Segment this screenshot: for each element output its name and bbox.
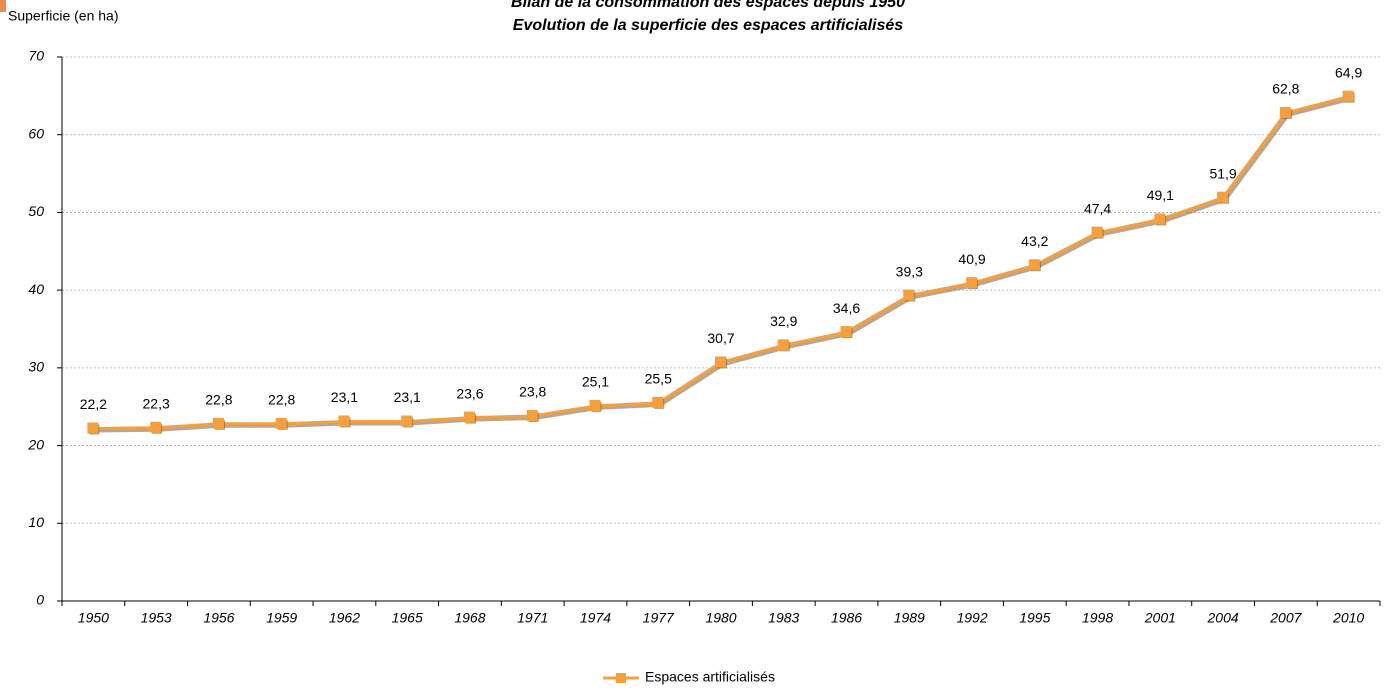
- marker: [526, 410, 538, 422]
- x-tick-label: 2010: [1332, 610, 1364, 626]
- x-tick-label: 2001: [1144, 610, 1176, 626]
- x-tick-label: 1983: [768, 610, 799, 626]
- x-tick-label: 1959: [266, 610, 297, 626]
- marker: [652, 396, 664, 408]
- data-label: 34,6: [833, 300, 860, 316]
- data-label: 64,9: [1335, 64, 1362, 80]
- data-label: 30,7: [707, 330, 734, 346]
- data-label: 25,1: [582, 374, 609, 390]
- x-tick-label: 1950: [78, 610, 109, 626]
- marker: [463, 411, 475, 423]
- marker: [840, 326, 852, 338]
- legend-label: Espaces artificialisés: [645, 669, 775, 685]
- data-label: 22,3: [143, 395, 170, 411]
- marker: [966, 277, 978, 289]
- data-label: 40,9: [958, 251, 985, 267]
- data-label: 23,1: [394, 389, 421, 405]
- chart-title: Bilan de la consommation des espaces dep…: [511, 0, 905, 11]
- x-tick-label: 1971: [517, 610, 548, 626]
- marker: [1028, 259, 1040, 271]
- x-tick-label: 1953: [141, 610, 172, 626]
- data-label: 62,8: [1272, 81, 1299, 97]
- marker: [1342, 90, 1354, 102]
- marker: [212, 417, 224, 429]
- data-label: 22,8: [205, 392, 232, 408]
- y-axis-label: Superficie (en ha): [8, 8, 119, 24]
- y-tick-label: 0: [36, 592, 44, 608]
- y-tick-label: 30: [28, 359, 44, 375]
- line: [93, 95, 1349, 430]
- marker: [1091, 226, 1103, 238]
- data-label: 51,9: [1209, 165, 1236, 181]
- marker: [715, 356, 726, 368]
- marker: [1217, 191, 1229, 203]
- marker: [903, 289, 915, 301]
- x-tick-label: 2007: [1269, 610, 1302, 626]
- y-tick-label: 20: [27, 436, 44, 452]
- y-tick-label: 70: [28, 48, 44, 64]
- x-tick-label: 1974: [580, 610, 611, 626]
- data-label: 47,4: [1084, 200, 1111, 216]
- y-tick-label: 40: [28, 281, 44, 297]
- chart-subtitle: Evolution de la superficie des espaces a…: [513, 17, 903, 34]
- y-tick-label: 60: [28, 125, 44, 141]
- data-label: 43,2: [1021, 233, 1048, 249]
- x-tick-label: 1992: [956, 610, 987, 626]
- x-tick-label: 1998: [1082, 610, 1113, 626]
- x-tick-label: 1965: [392, 610, 423, 626]
- x-tick-label: 1956: [203, 610, 234, 626]
- marker: [777, 339, 789, 351]
- x-tick-label: 2004: [1207, 610, 1239, 626]
- marker: [589, 399, 601, 411]
- marker: [275, 417, 287, 429]
- x-tick-label: 1980: [705, 610, 736, 626]
- marker: [150, 421, 162, 433]
- data-label: 22,8: [268, 392, 295, 408]
- corner-mark: [0, 0, 6, 12]
- legend-marker: [616, 673, 626, 683]
- marker: [338, 415, 350, 427]
- data-label: 32,9: [770, 313, 797, 329]
- line-shadow: [95, 96, 1352, 433]
- data-label: 23,8: [519, 384, 546, 400]
- y-tick-label: 50: [28, 203, 44, 219]
- x-tick-label: 1986: [831, 610, 862, 626]
- data-label: 23,1: [331, 389, 358, 405]
- y-tick-label: 10: [28, 514, 44, 530]
- marker: [401, 415, 413, 427]
- x-tick-label: 1962: [329, 610, 360, 626]
- x-tick-label: 1977: [643, 610, 675, 626]
- marker: [1154, 213, 1166, 225]
- x-tick-label: 1968: [454, 610, 485, 626]
- x-tick-label: 1989: [894, 610, 925, 626]
- data-label: 39,3: [896, 263, 923, 279]
- marker: [87, 422, 99, 434]
- marker: [1279, 106, 1291, 118]
- data-label: 49,1: [1147, 187, 1174, 203]
- x-tick-label: 1995: [1019, 610, 1050, 626]
- data-label: 22,2: [80, 396, 107, 412]
- data-label: 25,5: [645, 371, 672, 387]
- data-label: 23,6: [456, 385, 483, 401]
